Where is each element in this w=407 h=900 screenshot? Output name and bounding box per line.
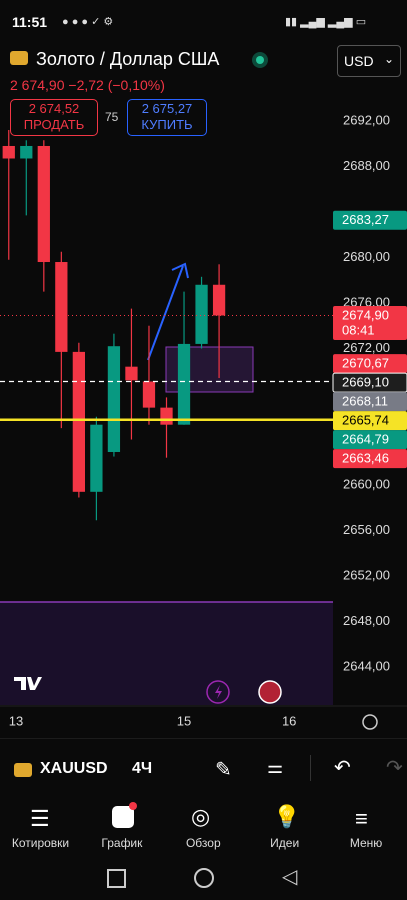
nav-icon: ≡ <box>355 806 368 831</box>
candle-body <box>212 284 226 316</box>
price-line: 2 674,90 −2,72 (−0,10%) <box>10 77 165 93</box>
buy-price: 2 675,27 <box>141 101 193 116</box>
price-tag <box>333 305 407 340</box>
android-recents[interactable] <box>107 869 126 888</box>
y-tick-label: 2656,00 <box>343 522 390 537</box>
settings-icon[interactable] <box>362 714 378 730</box>
x-tick-label: 15 <box>177 713 191 728</box>
gold-icon <box>10 51 28 65</box>
candle-body <box>72 351 86 492</box>
price-tag <box>333 210 407 230</box>
y-tick-label: 2692,00 <box>343 112 390 127</box>
nav-icon <box>112 802 137 828</box>
y-tick-label: 2680,00 <box>343 249 390 264</box>
draw-icon[interactable]: ✎ <box>215 759 232 781</box>
gold-icon <box>14 763 32 777</box>
chevron: ⌄ <box>383 52 394 66</box>
sell-price: 2 674,52 <box>28 101 80 116</box>
toolbar: XAUUSD 4Ч ✎ ⚌ ↶ ↷ <box>0 738 407 799</box>
nav-item[interactable]: Идеи <box>270 836 300 850</box>
status-icons: ● ● ● ✓ ⚙ <box>62 16 114 28</box>
buy-button[interactable]: 2 675,27 КУПИТЬ <box>127 99 207 136</box>
lightning <box>215 685 222 699</box>
arrow-drawing <box>147 262 189 361</box>
price-tag <box>333 354 407 374</box>
price-tag <box>333 430 407 450</box>
price-tag-label: 2670,67 <box>342 356 389 371</box>
redo-icon[interactable]: ↷ <box>386 757 403 779</box>
candle-body <box>195 284 208 344</box>
price-tag <box>333 449 407 469</box>
price-change: −2,72 (−0,10%) <box>68 77 165 93</box>
y-tick-label: 2648,00 <box>343 613 390 628</box>
buy-label: КУПИТЬ <box>141 117 193 132</box>
x-tick-label: 16 <box>282 713 296 728</box>
candle-body <box>90 424 103 492</box>
candle-body <box>125 366 138 381</box>
y-tick-label: 2652,00 <box>343 567 390 582</box>
flag-icon[interactable] <box>258 680 282 704</box>
nav-icon: 💡 <box>273 804 301 829</box>
nav-icon: ☰ <box>30 806 50 831</box>
zone <box>0 602 333 705</box>
bottom-nav <box>0 798 407 858</box>
toolbar-interval[interactable]: 4Ч <box>132 760 153 777</box>
price-tag <box>333 392 407 412</box>
candle-body <box>20 145 33 159</box>
candle-body <box>107 346 121 452</box>
toolbar-symbol[interactable]: XAUUSD <box>40 760 108 777</box>
price-tag-label: 2663,46 <box>342 451 389 466</box>
symbol-title: Золото / Доллар США <box>36 49 220 69</box>
price-tag <box>333 411 407 431</box>
currency: USD <box>344 53 374 69</box>
last-price: 2 674,90 <box>10 77 65 93</box>
spread: 75 <box>105 110 119 124</box>
undo-icon[interactable]: ↶ <box>334 757 351 779</box>
nav-icon: ◎ <box>191 804 211 829</box>
y-tick-label: 2660,00 <box>343 476 390 491</box>
candle-body <box>2 145 15 159</box>
sell-label: ПРОДАТЬ <box>23 117 85 132</box>
candle-body <box>55 262 68 352</box>
price-tag-label: 2669,10 <box>342 375 389 390</box>
candle-body <box>160 407 173 425</box>
candle-body <box>142 381 156 408</box>
indicators-icon[interactable]: ⚌ <box>267 757 284 777</box>
currency-select[interactable]: USD ⌄ <box>337 45 401 77</box>
market-status <box>252 52 268 68</box>
price-tag-label: 2668,11 <box>342 394 388 409</box>
android-home[interactable] <box>194 868 214 888</box>
status-right: ▮▮ ▂▄▆ ▂▄▆ ▭ <box>285 16 367 28</box>
y-tick-label: 2676,00 <box>343 294 390 309</box>
android-back[interactable]: ◁ <box>282 866 298 888</box>
status-time: 11:51 <box>12 14 48 30</box>
y-tick-label: 2644,00 <box>343 658 390 673</box>
lightning-icon[interactable] <box>206 680 230 704</box>
nav-item[interactable]: График <box>101 836 143 850</box>
y-tick-label: 2688,00 <box>343 158 390 173</box>
countdown: 08:41 <box>342 322 375 337</box>
nav-item[interactable]: Котировки <box>11 836 70 850</box>
tv-logo <box>14 677 42 690</box>
nav-item[interactable]: Меню <box>349 836 383 850</box>
sell-button[interactable]: 2 674,52 ПРОДАТЬ <box>10 99 98 136</box>
candle-body <box>177 343 191 425</box>
x-tick-label: 13 <box>9 713 23 728</box>
candle-body <box>37 145 50 263</box>
price-tag-label: 2674,90 <box>342 307 389 322</box>
nav-item[interactable]: Обзор <box>185 836 221 850</box>
divider <box>310 755 311 781</box>
price-tag-label: 2664,79 <box>342 432 389 447</box>
price-tag-label: 2665,74 <box>342 413 389 428</box>
price-tag-label: 2683,27 <box>342 212 389 227</box>
y-tick-label: 2672,00 <box>343 340 390 355</box>
